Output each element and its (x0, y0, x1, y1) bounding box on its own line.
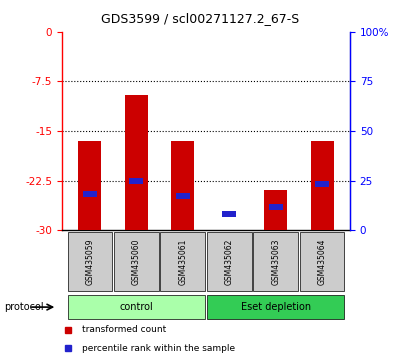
FancyBboxPatch shape (68, 233, 112, 291)
Text: percentile rank within the sample: percentile rank within the sample (82, 344, 235, 353)
Text: transformed count: transformed count (82, 325, 166, 335)
Text: Eset depletion: Eset depletion (241, 302, 311, 312)
Text: GSM435064: GSM435064 (318, 239, 327, 285)
Bar (264, 190, 287, 230)
Bar (218, 230, 241, 231)
Bar (171, 141, 194, 230)
Bar (78, 141, 102, 230)
Bar (310, 141, 334, 230)
FancyBboxPatch shape (160, 233, 205, 291)
Bar (269, 204, 283, 210)
Bar (125, 95, 148, 230)
FancyBboxPatch shape (114, 233, 159, 291)
Bar (129, 178, 143, 183)
Text: protocol: protocol (4, 302, 44, 312)
FancyBboxPatch shape (207, 295, 344, 319)
Text: GSM435060: GSM435060 (132, 239, 141, 285)
FancyBboxPatch shape (300, 233, 344, 291)
Text: GSM435063: GSM435063 (271, 239, 280, 285)
Text: GSM435059: GSM435059 (85, 239, 94, 285)
Bar (222, 211, 236, 217)
Text: GSM435061: GSM435061 (178, 239, 187, 285)
FancyBboxPatch shape (68, 295, 205, 319)
Bar (315, 181, 329, 187)
Bar (83, 191, 97, 197)
Text: GSM435062: GSM435062 (225, 239, 234, 285)
FancyBboxPatch shape (207, 233, 252, 291)
Text: control: control (120, 302, 153, 312)
FancyBboxPatch shape (253, 233, 298, 291)
Bar (176, 193, 190, 199)
Text: GDS3599 / scl00271127.2_67-S: GDS3599 / scl00271127.2_67-S (101, 12, 299, 25)
